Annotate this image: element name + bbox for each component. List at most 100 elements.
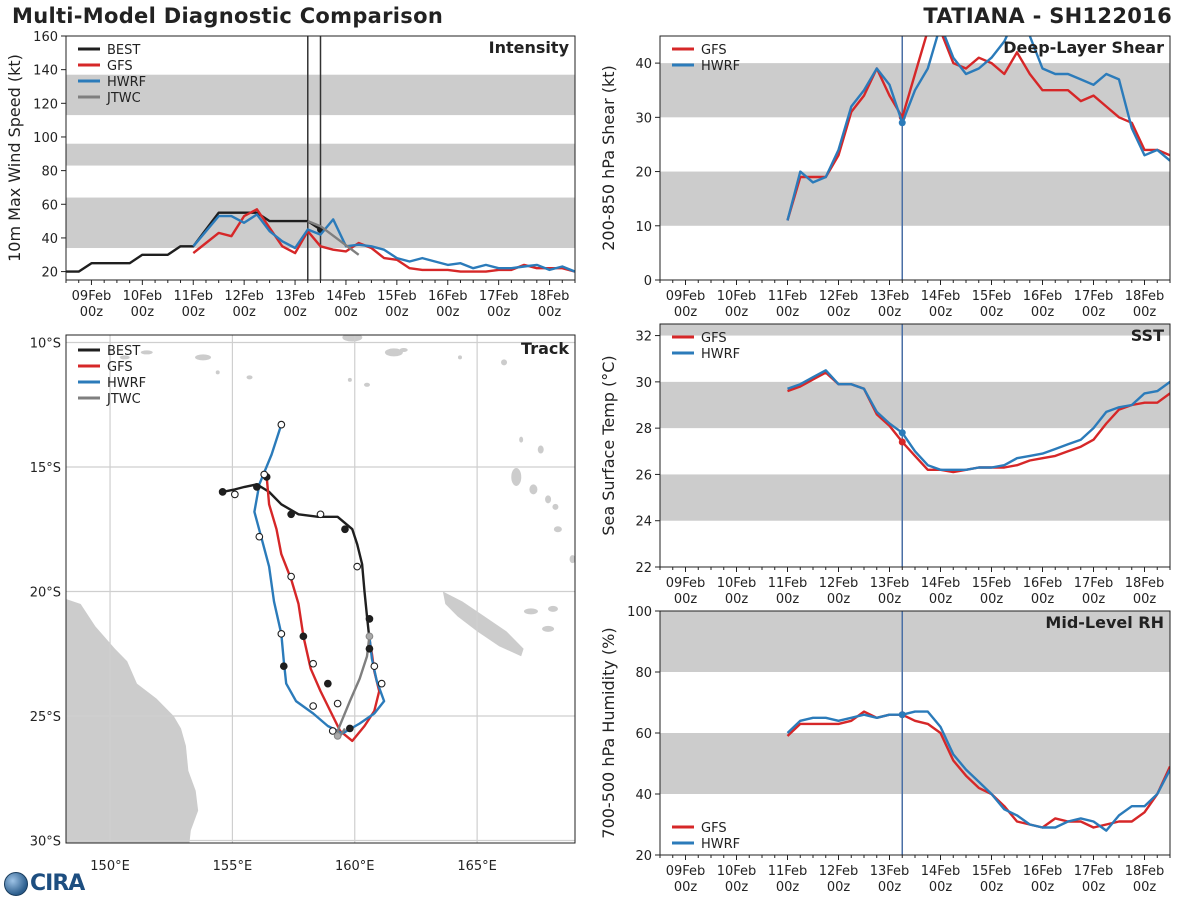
island-land (569, 555, 575, 564)
y-tick-label: 28 (635, 422, 652, 437)
shade-band (660, 474, 1170, 521)
x-tick-label-hour: 00z (776, 305, 800, 320)
track-marker-gfs (365, 644, 374, 653)
island-land (501, 359, 508, 366)
x-tick-label-hour: 00z (980, 880, 1004, 895)
x-tick-label-hour: 00z (725, 880, 749, 895)
x-tick-label-day: 14Feb (921, 289, 961, 304)
legend-label-hwrf: HWRF (701, 59, 740, 74)
x-tick-label-day: 11Feb (173, 289, 213, 304)
x-tick-label-day: 09Feb (666, 289, 706, 304)
x-tick-label-day: 17Feb (1074, 576, 1114, 591)
island-land (545, 495, 552, 504)
x-tick-label-day: 12Feb (819, 289, 859, 304)
x-tick-label-hour: 00z (1082, 305, 1106, 320)
island-land (399, 347, 408, 352)
series-group (786, 36, 1170, 221)
x-tick-label-hour: 00z (182, 305, 206, 320)
x-tick-label-day: 12Feb (224, 289, 264, 304)
legend-label-best: BEST (107, 43, 140, 58)
track-marker-best (287, 510, 295, 519)
storm-title: TATIANA - SH122016 (923, 4, 1172, 28)
track-marker-hwrf (279, 662, 288, 671)
panel-title: Deep-Layer Shear (1003, 38, 1164, 57)
lon-tick-label: 160°E (335, 859, 375, 874)
x-tick-label-day: 16Feb (1023, 864, 1063, 879)
island-land (511, 467, 522, 486)
map-group (66, 335, 575, 843)
track-marker-hwrf (277, 629, 286, 638)
legend-label-hwrf: HWRF (107, 376, 146, 391)
x-tick-label-day: 09Feb (72, 289, 112, 304)
legend-label-hwrf: HWRF (701, 347, 740, 362)
lon-tick-label: 155°E (213, 859, 253, 874)
series-group (786, 710, 1170, 832)
x-tick-label-hour: 00z (980, 592, 1004, 607)
track-marker-gfs (287, 572, 295, 581)
x-tick-label-day: 15Feb (972, 289, 1012, 304)
x-tick-label-hour: 00z (878, 880, 902, 895)
panel-title: Track (521, 339, 569, 358)
x-tick-label-hour: 00z (1082, 592, 1106, 607)
legend-label-gfs: GFS (701, 331, 727, 346)
x-tick-label-day: 14Feb (921, 864, 961, 879)
y-axis-label: 700-500 hPa Humidity (%) (599, 627, 618, 838)
x-tick-label-hour: 00z (674, 305, 698, 320)
series-marker-hwrf (898, 429, 906, 437)
track-line-hwrf (253, 424, 386, 735)
x-tick-label-day: 11Feb (768, 864, 808, 879)
island-land (347, 377, 352, 382)
island-land (529, 484, 538, 495)
series-marker-gfs (898, 438, 906, 446)
x-tick-label-day: 13Feb (870, 289, 910, 304)
track-marker-best (253, 483, 261, 491)
x-tick-label-day: 11Feb (768, 289, 808, 304)
track-marker-hwrf (377, 679, 386, 688)
panel-title: SST (1131, 326, 1164, 345)
x-tick-label-hour: 00z (827, 592, 851, 607)
island-land (195, 354, 212, 361)
track-marker-hwrf (255, 532, 264, 541)
x-tick-label-day: 10Feb (717, 289, 757, 304)
track-marker-gfs (299, 632, 308, 641)
x-tick-label-day: 15Feb (377, 289, 417, 304)
island-land (542, 625, 555, 632)
x-tick-label-hour: 00z (80, 305, 104, 320)
island-land (384, 348, 403, 357)
y-tick-label: 80 (41, 165, 58, 180)
x-tick-label-day: 10Feb (123, 289, 163, 304)
legend-label-hwrf: HWRF (107, 75, 146, 90)
y-tick-label: 120 (33, 97, 58, 112)
x-tick-label-hour: 00z (1082, 880, 1106, 895)
track-marker-gfs (333, 699, 342, 708)
x-tick-label-day: 14Feb (921, 576, 961, 591)
track-marker-gfs (309, 659, 318, 668)
x-tick-label-hour: 00z (436, 305, 460, 320)
x-tick-label-hour: 00z (385, 305, 409, 320)
track-marker-gfs (346, 724, 354, 733)
x-tick-label-day: 16Feb (1023, 289, 1063, 304)
x-tick-label-hour: 00z (1133, 305, 1157, 320)
x-tick-label-day: 18Feb (1125, 576, 1165, 591)
legend-label-gfs: GFS (107, 360, 133, 375)
island-land (140, 350, 153, 355)
x-tick-label-day: 12Feb (819, 576, 859, 591)
y-tick-label: 60 (41, 198, 58, 213)
x-tick-label-hour: 00z (487, 305, 511, 320)
series-line-gfs (192, 208, 575, 273)
track-marker-hwrf (260, 470, 269, 479)
x-tick-label-day: 16Feb (1023, 576, 1063, 591)
island-land (363, 382, 370, 387)
y-tick-label: 26 (635, 468, 652, 483)
x-tick-label-hour: 00z (929, 880, 953, 895)
x-tick-label-hour: 00z (725, 305, 749, 320)
y-axis-label: Sea Surface Temp (°C) (599, 355, 618, 535)
australia-land (66, 598, 199, 843)
x-tick-label-hour: 00z (1133, 592, 1157, 607)
track-marker-best (218, 488, 227, 496)
island-land (246, 375, 253, 380)
globe-icon (4, 871, 28, 896)
panel-title: Intensity (489, 38, 570, 57)
x-tick-label-day: 18Feb (1125, 289, 1165, 304)
series-group (66, 208, 575, 273)
